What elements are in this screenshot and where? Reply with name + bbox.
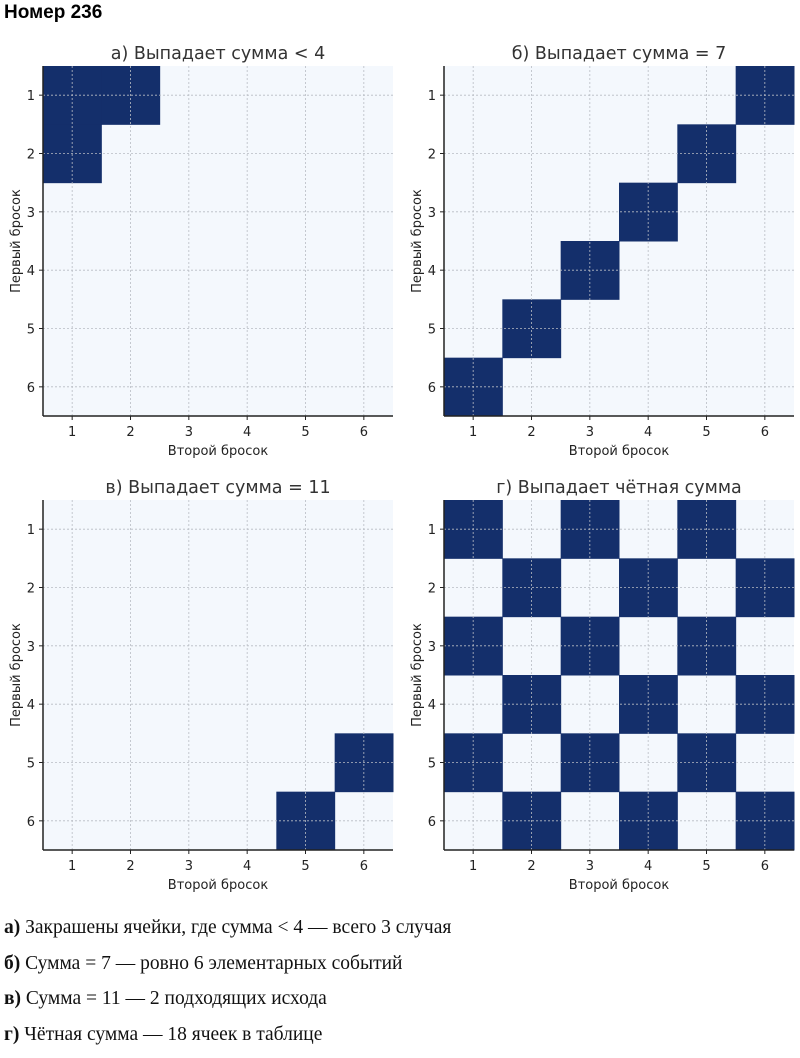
x-tick-label: 3	[185, 859, 193, 874]
x-tick-label: 4	[644, 425, 652, 440]
y-axis-label: Первый бросок	[9, 189, 24, 293]
x-tick-label: 6	[761, 425, 769, 440]
y-tick-label: 1	[428, 523, 436, 538]
x-axis-label: Второй бросок	[168, 878, 269, 893]
chart-title: б) Выпадает сумма = 7	[512, 44, 727, 64]
x-tick-label: 4	[243, 859, 251, 874]
x-tick-label: 6	[360, 425, 368, 440]
y-tick-label: 5	[428, 757, 436, 772]
x-tick-label: 1	[469, 425, 477, 440]
y-axis-label: Первый бросок	[410, 623, 425, 727]
x-tick-label: 2	[527, 425, 535, 440]
note-text: Сумма = 11 — 2 подходящих исхода	[21, 988, 327, 1009]
chart-panel-b: 1 1 2 2 3 3 4 4 5 5 6 6 б) Выпадает сумма = 7 Второй …	[401, 30, 800, 460]
x-axis-label: Второй бросок	[569, 878, 670, 893]
y-tick-label: 4	[27, 264, 35, 279]
x-tick-label: 2	[527, 859, 535, 874]
note-text: Сумма = 7 — ровно 6 элементарных событий	[20, 953, 402, 974]
y-tick-label: 1	[27, 89, 35, 104]
y-tick-label: 4	[27, 698, 35, 713]
x-tick-label: 3	[586, 859, 594, 874]
y-tick-label: 3	[428, 640, 436, 655]
y-tick-label: 5	[27, 323, 35, 338]
x-tick-label: 3	[185, 425, 193, 440]
y-tick-label: 1	[428, 89, 436, 104]
y-tick-label: 3	[27, 206, 35, 221]
x-tick-label: 1	[68, 859, 76, 874]
y-tick-label: 6	[428, 815, 436, 830]
x-tick-label: 6	[761, 859, 769, 874]
y-tick-label: 3	[428, 206, 436, 221]
y-tick-label: 4	[428, 264, 436, 279]
y-tick-label: 2	[27, 582, 35, 597]
y-tick-label: 2	[428, 582, 436, 597]
chart-panel-v: 1 1 2 2 3 3 4 4 5 5 6 6 в) Выпадает сумма = 11 Второй…	[0, 464, 400, 894]
chart-panel-g: 1 1 2 2 3 3 4 4 5 5 6 6 г) Выпадает чётная сумма Втор…	[401, 464, 800, 894]
x-tick-label: 4	[644, 859, 652, 874]
x-tick-label: 5	[702, 859, 710, 874]
x-tick-label: 2	[126, 425, 134, 440]
plot-background	[43, 500, 393, 850]
x-tick-label: 5	[702, 425, 710, 440]
note-label: а)	[4, 917, 20, 938]
y-tick-label: 5	[27, 757, 35, 772]
chart-title: в) Выпадает сумма = 11	[105, 478, 330, 498]
chart-panel-a: 1 1 2 2 3 3 4 4 5 5 6 6 а) Выпадает сумма < 4 Второй …	[0, 30, 400, 460]
x-axis-label: Второй бросок	[168, 444, 269, 459]
note-text: Чётная сумма — 18 ячеек в таблице	[19, 1024, 322, 1045]
x-axis-label: Второй бросок	[569, 444, 670, 459]
chart-title: г) Выпадает чётная сумма	[496, 478, 742, 498]
notes: а) Закрашены ячейки, где сумма < 4 — все…	[4, 916, 451, 1058]
page-title: Номер 236	[4, 2, 102, 24]
y-tick-label: 2	[27, 148, 35, 163]
y-tick-label: 1	[27, 523, 35, 538]
note-text: Закрашены ячейки, где сумма < 4 — всего …	[20, 917, 451, 938]
y-tick-label: 6	[27, 815, 35, 830]
x-tick-label: 5	[301, 425, 309, 440]
y-tick-label: 5	[428, 323, 436, 338]
x-tick-label: 4	[243, 425, 251, 440]
y-tick-label: 6	[27, 381, 35, 396]
note-v: в) Сумма = 11 — 2 подходящих исхода	[4, 987, 451, 1023]
chart-title: а) Выпадает сумма < 4	[111, 44, 325, 64]
x-tick-label: 1	[68, 425, 76, 440]
y-tick-label: 2	[428, 148, 436, 163]
note-label: в)	[4, 988, 21, 1009]
note-label: г)	[4, 1024, 19, 1045]
note-b: б) Сумма = 7 — ровно 6 элементарных собы…	[4, 952, 451, 988]
x-tick-label: 1	[469, 859, 477, 874]
x-tick-label: 6	[360, 859, 368, 874]
x-tick-label: 5	[301, 859, 309, 874]
y-tick-label: 6	[428, 381, 436, 396]
y-tick-label: 4	[428, 698, 436, 713]
heatmap-cell-filled	[677, 733, 736, 792]
note-a: а) Закрашены ячейки, где сумма < 4 — все…	[4, 916, 451, 952]
y-tick-label: 3	[27, 640, 35, 655]
y-axis-label: Первый бросок	[9, 623, 24, 727]
y-axis-label: Первый бросок	[410, 189, 425, 293]
x-tick-label: 3	[586, 425, 594, 440]
x-tick-label: 2	[126, 859, 134, 874]
note-label: б)	[4, 953, 20, 974]
